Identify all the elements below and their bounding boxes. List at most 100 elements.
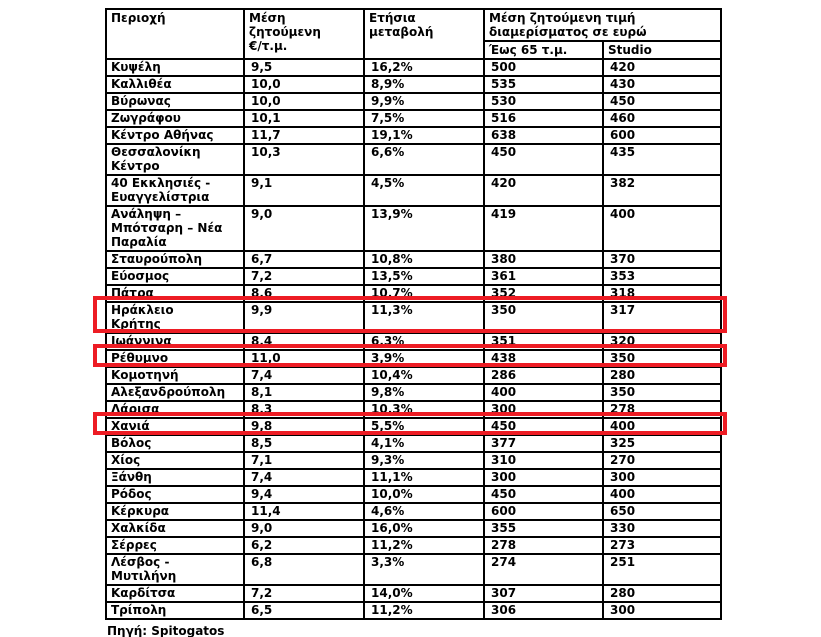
table-row: Κυψέλη 9,5 16,2% 500 420 xyxy=(105,58,722,77)
table-row: Κέντρο Αθήνας 11,7 19,1% 638 600 xyxy=(105,126,722,145)
studio-cell: 435 xyxy=(602,143,722,176)
studio-cell: 270 xyxy=(602,451,722,470)
studio-cell: 317 xyxy=(602,301,722,334)
table-row: Κομοτηνή 7,4 10,4% 286 280 xyxy=(105,366,722,385)
region-cell: Χανιά xyxy=(105,417,245,436)
header-row-sub: Έως 65 τ.μ. Studio xyxy=(106,40,722,60)
table-header: Περιοχή Μέση ζητούμενη €/τ.μ. Ετήσια μετ… xyxy=(105,8,722,60)
price-per-sqm-cell: 10,1 xyxy=(243,109,365,128)
annual-change-cell: 9,3% xyxy=(363,451,485,470)
annual-change-cell: 10,4% xyxy=(363,366,485,385)
up-to-65sqm-cell: 500 xyxy=(483,58,604,77)
price-per-sqm-cell: 11,7 xyxy=(243,126,365,145)
header-region: Περιοχή xyxy=(105,8,245,60)
price-per-sqm-cell: 8,5 xyxy=(243,434,365,453)
price-per-sqm-cell: 6,5 xyxy=(243,601,365,620)
up-to-65sqm-cell: 438 xyxy=(483,349,604,368)
up-to-65sqm-cell: 274 xyxy=(483,553,604,586)
up-to-65sqm-cell: 355 xyxy=(483,519,604,538)
region-cell: Σέρρες xyxy=(105,536,245,555)
studio-cell: 278 xyxy=(602,400,722,419)
price-per-sqm-cell: 9,0 xyxy=(243,205,365,252)
annual-change-cell: 4,1% xyxy=(363,434,485,453)
table-row: Ιωάννινα 8,4 6,3% 351 320 xyxy=(105,332,722,351)
price-per-sqm-cell: 8,6 xyxy=(243,284,365,303)
region-cell: Αλεξανδρούπολη xyxy=(105,383,245,402)
region-cell: Χαλκίδα xyxy=(105,519,245,538)
studio-cell: 350 xyxy=(602,349,722,368)
up-to-65sqm-cell: 535 xyxy=(483,75,604,94)
up-to-65sqm-cell: 516 xyxy=(483,109,604,128)
table-row: Πάτρα 8,6 10,7% 352 318 xyxy=(105,284,722,303)
up-to-65sqm-cell: 351 xyxy=(483,332,604,351)
up-to-65sqm-cell: 638 xyxy=(483,126,604,145)
annual-change-cell: 6,6% xyxy=(363,143,485,176)
source-note: Πηγή: Spitogatos xyxy=(107,624,225,637)
header-studio: Studio xyxy=(602,40,722,60)
region-cell: Τρίπολη xyxy=(105,601,245,620)
annual-change-cell: 9,9% xyxy=(363,92,485,111)
annual-change-cell: 10,3% xyxy=(363,400,485,419)
studio-cell: 460 xyxy=(602,109,722,128)
annual-change-cell: 13,9% xyxy=(363,205,485,252)
up-to-65sqm-cell: 306 xyxy=(483,601,604,620)
up-to-65sqm-cell: 450 xyxy=(483,485,604,504)
region-cell: 40 Εκκλησιές - Ευαγγελίστρια xyxy=(105,174,245,207)
up-to-65sqm-cell: 310 xyxy=(483,451,604,470)
price-per-sqm-cell: 10,3 xyxy=(243,143,365,176)
annual-change-cell: 19,1% xyxy=(363,126,485,145)
annual-change-cell: 13,5% xyxy=(363,267,485,286)
price-per-sqm-cell: 8,4 xyxy=(243,332,365,351)
price-per-sqm-cell: 9,8 xyxy=(243,417,365,436)
annual-change-cell: 7,5% xyxy=(363,109,485,128)
region-cell: Ζωγράφου xyxy=(105,109,245,128)
up-to-65sqm-cell: 420 xyxy=(483,174,604,207)
table-row: Ξάνθη 7,4 11,1% 300 300 xyxy=(105,468,722,487)
table-row: Ζωγράφου 10,1 7,5% 516 460 xyxy=(105,109,722,128)
price-per-sqm-cell: 9,0 xyxy=(243,519,365,538)
table-row: Αλεξανδρούπολη 8,1 9,8% 400 350 xyxy=(105,383,722,402)
studio-cell: 370 xyxy=(602,250,722,269)
table-row: Χίος 7,1 9,3% 310 270 xyxy=(105,451,722,470)
price-per-sqm-cell: 9,1 xyxy=(243,174,365,207)
table-row: Καλλιθέα 10,0 8,9% 535 430 xyxy=(105,75,722,94)
price-table-container: Περιοχή Μέση ζητούμενη €/τ.μ. Ετήσια μετ… xyxy=(93,8,727,637)
annual-change-cell: 11,2% xyxy=(363,601,485,620)
up-to-65sqm-cell: 380 xyxy=(483,250,604,269)
region-cell: Χίος xyxy=(105,451,245,470)
table-row: Ηράκλειο Κρήτης 9,9 11,3% 350 317 xyxy=(105,301,722,334)
price-per-sqm-cell: 9,4 xyxy=(243,485,365,504)
up-to-65sqm-cell: 352 xyxy=(483,284,604,303)
annual-change-cell: 16,2% xyxy=(363,58,485,77)
annual-change-cell: 11,2% xyxy=(363,536,485,555)
header-up-to-65sqm: Έως 65 τ.μ. xyxy=(483,40,604,60)
table-row: Θεσσαλονίκη Κέντρο 10,3 6,6% 450 435 xyxy=(105,143,722,176)
table-row: Σέρρες 6,2 11,2% 278 273 xyxy=(105,536,722,555)
price-per-sqm-cell: 7,2 xyxy=(243,584,365,603)
annual-change-cell: 14,0% xyxy=(363,584,485,603)
annual-change-cell: 16,0% xyxy=(363,519,485,538)
region-cell: Βύρωνας xyxy=(105,92,245,111)
annual-change-cell: 4,6% xyxy=(363,502,485,521)
studio-cell: 280 xyxy=(602,366,722,385)
annual-change-cell: 10,8% xyxy=(363,250,485,269)
table-row: Ανάληψη – Μπότσαρη – Νέα Παραλία 9,0 13,9%… xyxy=(105,205,722,252)
region-cell: Ιωάννινα xyxy=(105,332,245,351)
region-cell: Πάτρα xyxy=(105,284,245,303)
annual-change-cell: 10,0% xyxy=(363,485,485,504)
price-per-sqm-cell: 10,0 xyxy=(243,92,365,111)
price-per-sqm-cell: 8,1 xyxy=(243,383,365,402)
up-to-65sqm-cell: 300 xyxy=(483,400,604,419)
price-per-sqm-cell: 10,0 xyxy=(243,75,365,94)
up-to-65sqm-cell: 419 xyxy=(483,205,604,252)
region-cell: Εύοσμος xyxy=(105,267,245,286)
annual-change-cell: 5,5% xyxy=(363,417,485,436)
region-cell: Λάρισα xyxy=(105,400,245,419)
up-to-65sqm-cell: 361 xyxy=(483,267,604,286)
table-row: Καρδίτσα 7,2 14,0% 307 280 xyxy=(105,584,722,603)
region-cell: Ρόδος xyxy=(105,485,245,504)
price-table: Περιοχή Μέση ζητούμενη €/τ.μ. Ετήσια μετ… xyxy=(105,8,722,620)
studio-cell: 300 xyxy=(602,468,722,487)
studio-cell: 318 xyxy=(602,284,722,303)
annual-change-cell: 3,3% xyxy=(363,553,485,586)
